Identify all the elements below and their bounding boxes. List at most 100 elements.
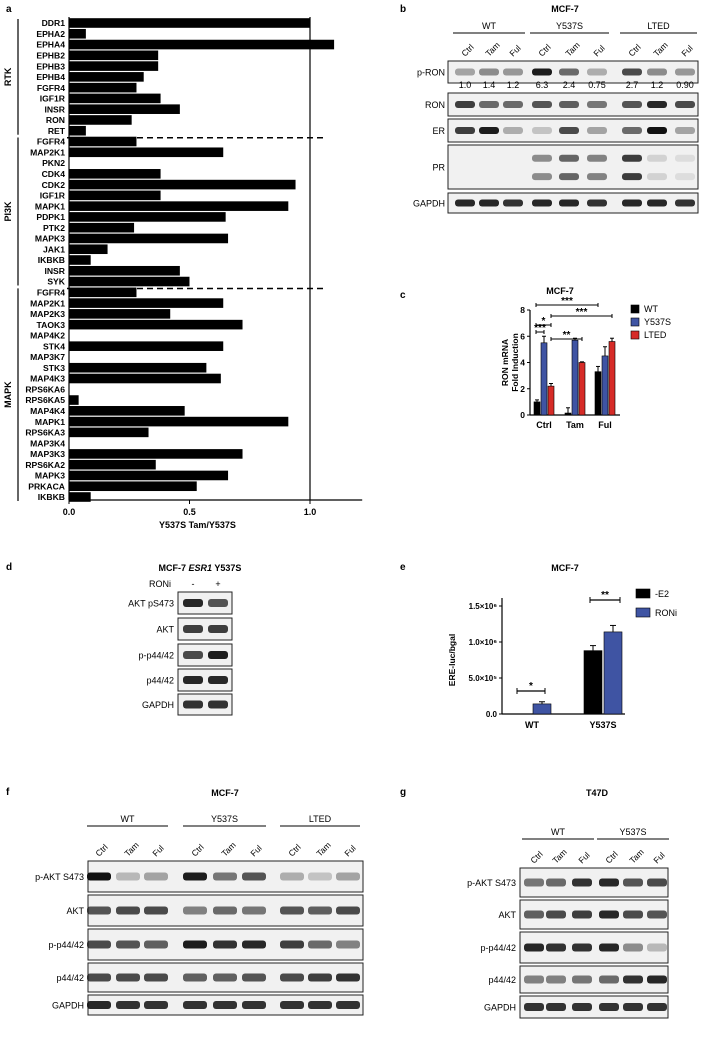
category-label-igf1r: IGF1R <box>40 94 66 104</box>
x-tick-label-c-ctrl: Ctrl <box>536 420 552 430</box>
blot-f-band-p44-42-7 <box>280 973 304 982</box>
category-label-ephb3: EPHB3 <box>36 61 65 71</box>
blot-f-band-p-p44-42-2 <box>116 940 140 949</box>
bar-pi3k-ikbkb <box>69 255 91 265</box>
category-label-stk3: STK3 <box>43 363 65 373</box>
category-label-map4k3: MAP4K3 <box>30 374 65 384</box>
bar-pi3k-ptk2 <box>69 222 135 233</box>
bar-mapk-map4k4 <box>69 406 185 416</box>
category-label-map3k4: MAP3K4 <box>30 438 65 448</box>
blot-b-row-label-gapdh: GAPDH <box>413 199 445 209</box>
bar-mapk-ikbkb <box>69 492 91 502</box>
bar-rtk-ephb4 <box>69 72 144 82</box>
blot-f-band-p-akt-s473-5 <box>213 872 237 881</box>
blot-b-band-p-ron-9 <box>675 68 695 76</box>
blot-b-lane-label-7: Ctrl <box>626 42 642 58</box>
blot-g-lane-label-5: Tam <box>627 847 645 865</box>
category-label-epha4: EPHA4 <box>36 40 65 50</box>
panel-letter-a: a <box>6 4 12 15</box>
category-label-pkn2: PKN2 <box>42 158 65 168</box>
blot-f-band-p-akt-s473-1 <box>87 872 111 881</box>
bar-c-wt-ctrl <box>533 401 541 416</box>
blot-b-row-label-ron: RON <box>425 100 445 110</box>
blot-g-lane-label-6: Ful <box>651 850 666 865</box>
category-label-mapk3: MAPK3 <box>35 471 65 481</box>
blot-b-band-pr-8-2 <box>647 173 667 181</box>
panel-letter-f: f <box>6 787 10 798</box>
blot-b-band-p-ron-1 <box>455 68 475 76</box>
blot-b-band-er-8 <box>647 127 667 134</box>
blot-b-band-pr-9-2 <box>675 173 695 181</box>
blot-f-band-p-akt-s473-2 <box>116 872 140 881</box>
blot-f-lane-label-6: Ful <box>248 843 263 858</box>
blot-f-band-p44-42-2 <box>116 973 140 982</box>
bar-pi3k-map2k1 <box>69 147 224 158</box>
bar-mapk-prkaca <box>69 481 197 492</box>
blot-b-band-pr-5-2 <box>559 173 579 181</box>
blot-g-row-label-p-p44-42: p-p44/42 <box>480 943 516 953</box>
blot-f-band-p-akt-s473-7 <box>280 872 304 881</box>
blot-f-band-gapdh-9 <box>336 1001 360 1009</box>
bar-c-y537s-tam <box>571 339 579 416</box>
bar-c-lted-ful <box>608 341 616 416</box>
blot-b-band-p-ron-7 <box>622 68 642 76</box>
y-axis-label-c: RON mRNA <box>500 339 510 386</box>
blot-b-band-er-4 <box>532 127 552 134</box>
category-label-ikbkb: IKBKB <box>38 492 65 502</box>
blot-f-group-y537s: Y537S <box>211 814 238 824</box>
blot-f-band-akt-4 <box>183 906 207 915</box>
blot-f-band-gapdh-7 <box>280 1001 304 1009</box>
panel-g-western-blot: T47D WT Y537S Ctrl Tam Ful Ctrl Tam Ful p-AKT S47… <box>467 788 669 1019</box>
bar-rtk-ephb2 <box>69 50 159 61</box>
category-label-epha2: EPHA2 <box>36 29 65 39</box>
blot-d-row-label-p-p44-42: p-p44/42 <box>138 651 174 661</box>
blot-b-quant-2: 1.4 <box>483 80 496 90</box>
category-label-stk4: STK4 <box>43 341 65 351</box>
blot-g-lane-label-1: Ctrl <box>528 849 544 865</box>
blot-d-row-label-akt-ps473: AKT pS473 <box>128 599 174 609</box>
bar-rtk-ddr1 <box>69 18 310 28</box>
blot-b-band-ron-2 <box>479 101 499 108</box>
blot-g-band-gapdh-1 <box>524 1003 544 1011</box>
blot-f-band-p44-42-6 <box>242 973 266 982</box>
category-label-ptk2: PTK2 <box>43 223 65 233</box>
blot-b-band-gapdh-9 <box>675 199 695 207</box>
bar-pi3k-insr <box>69 265 180 276</box>
blot-f-band-akt-6 <box>242 906 266 915</box>
bar-c-lted-ctrl <box>547 385 555 416</box>
blot-d-band-akt-ps473-1 <box>183 599 203 607</box>
blot-b-band-p-ron-4 <box>532 68 552 76</box>
blot-b-band-gapdh-5 <box>559 199 579 207</box>
blot-f-lane-label-7: Ctrl <box>286 842 302 858</box>
blot-f-band-p44-42-8 <box>308 973 332 982</box>
blot-d-row-label-akt: AKT <box>156 625 174 635</box>
blot-f-band-gapdh-4 <box>183 1001 207 1009</box>
blot-d-band-gapdh-1 <box>183 700 203 709</box>
panel-letter-g: g <box>400 787 406 798</box>
blot-g-lane-label-3: Ful <box>576 850 591 865</box>
blot-g-row-label-p-akt-s473: p-AKT S473 <box>467 878 516 888</box>
blot-b-band-ron-7 <box>622 101 642 108</box>
bar-e-e2-y537s <box>583 650 603 715</box>
blot-b-quant-5: 2.4 <box>563 80 576 90</box>
y-tick-label-c: 2 <box>520 384 525 394</box>
x-tick-label-a: 1.0 <box>304 507 317 517</box>
blot-b-band-er-5 <box>559 127 579 134</box>
category-label-mapk1: MAPK1 <box>35 201 65 211</box>
blot-f-band-gapdh-1 <box>87 1001 111 1009</box>
blot-b-lane-label-6: Ful <box>591 43 606 58</box>
bar-pi3k-cdk4 <box>69 169 161 179</box>
bar-mapk-map2k3 <box>69 309 171 319</box>
blot-g-row-frame-p-p44-42 <box>519 931 669 964</box>
blot-g-band-p-akt-s473-4 <box>599 878 619 887</box>
blot-b-band-er-7 <box>622 127 642 134</box>
blot-b-band-gapdh-3 <box>503 199 523 207</box>
blot-b-group-wt: WT <box>482 21 496 31</box>
blot-d-row-frame-akt-ps473 <box>177 591 233 615</box>
bar-rtk-ephb3 <box>69 61 159 71</box>
blot-b-band-er-2 <box>479 127 499 134</box>
blot-b-lane-label-1: Ctrl <box>459 42 475 58</box>
blot-d-band-akt-1 <box>183 625 203 633</box>
category-label-ret: RET <box>48 126 66 136</box>
x-tick-label-a: 0.0 <box>63 507 76 517</box>
